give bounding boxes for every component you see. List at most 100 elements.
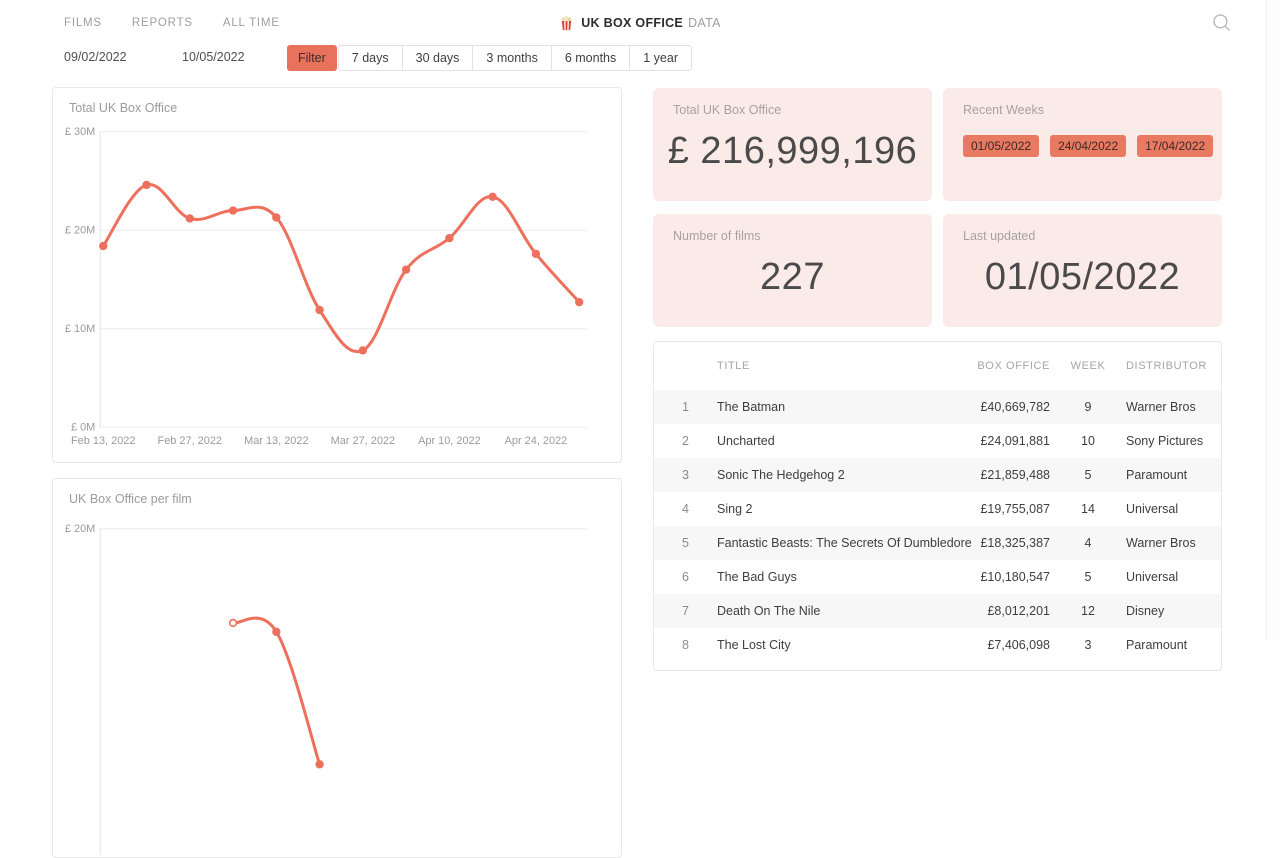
per-film-line-chart: £ 20M: [65, 523, 587, 856]
range-button-6-months[interactable]: 6 months: [550, 45, 631, 71]
distributor-cell: Paramount: [1126, 638, 1188, 652]
x-axis-tick-label: Mar 13, 2022: [244, 435, 308, 447]
card-label: Recent Weeks: [963, 103, 1045, 117]
data-line: [101, 183, 581, 354]
nav-item-films[interactable]: Films: [64, 17, 102, 29]
nav-menu: Films Reports All time: [64, 17, 280, 29]
table-row[interactable]: 4 Sing 2 £19,755,087 14 Universal: [654, 492, 1221, 526]
data-point-marker: [401, 265, 411, 274]
week-cell: 3: [1084, 638, 1092, 652]
box-office-header: BOX OFFICE: [977, 360, 1050, 372]
total-box-office-value: £ 216,999,196: [667, 130, 918, 172]
per-film-chart-card: UK Box Office per film £ 20M: [52, 478, 622, 858]
app-title-suffix: DATA: [688, 16, 721, 30]
nav-item-all-time[interactable]: All time: [222, 17, 280, 29]
distributor-cell: Sony Pictures: [1126, 434, 1204, 448]
x-axis-tick-label: Mar 27, 2022: [331, 435, 395, 447]
table-row[interactable]: 8 The Lost City £7,406,098 3 Paramount: [654, 628, 1221, 662]
box-office-cell: £24,091,881: [980, 434, 1050, 448]
table-row[interactable]: 6 The Bad Guys £10,180,547 5 Universal: [654, 560, 1221, 594]
film-title-cell: Sing 2: [717, 502, 753, 516]
page-scrollbar[interactable]: [1266, 0, 1280, 640]
top-nav: Films Reports All time UK BOX OFFICE DATA: [0, 0, 1280, 44]
week-cell: 4: [1084, 536, 1092, 550]
card-label: Total UK Box Office: [673, 103, 782, 117]
date-to-input[interactable]: 10/05/2022: [182, 50, 245, 64]
rank-cell: 5: [682, 536, 689, 550]
film-title-cell: The Lost City: [717, 638, 791, 652]
filter-controls: 09/02/2022 10/05/2022 Filter 7 days 30 da…: [0, 44, 1280, 86]
data-point-marker: [531, 249, 541, 259]
data-line: [231, 616, 322, 766]
number-of-films-card: Number of films 227: [653, 214, 932, 327]
filter-bar: Filter 7 days 30 days 3 months 6 months 1 ye…: [287, 45, 692, 71]
data-point-marker: [575, 297, 584, 307]
data-point-marker: [488, 192, 497, 201]
box-office-cell: £18,325,387: [980, 536, 1050, 550]
x-axis-tick-label: Apr 24, 2022: [505, 435, 568, 447]
table-header-row: TITLE BOX OFFICE WEEK DISTRIBUTOR: [654, 342, 1221, 390]
range-button-30-days[interactable]: 30 days: [401, 45, 474, 71]
app-title: UK BOX OFFICE DATA: [0, 15, 1280, 31]
date-from-input[interactable]: 09/02/2022: [64, 50, 127, 64]
recent-weeks-card: Recent Weeks 01/05/2022 24/04/2022 17/04/2…: [943, 88, 1222, 201]
data-point-marker: [142, 180, 151, 190]
range-button-7-days[interactable]: 7 days: [337, 45, 403, 71]
distributor-cell: Universal: [1126, 570, 1179, 584]
week-chip[interactable]: 24/04/2022: [1050, 135, 1127, 157]
rank-cell: 8: [682, 638, 689, 652]
rank-cell: 3: [682, 468, 689, 482]
chart-title: Total UK Box Office: [69, 101, 178, 115]
total-box-office-card: Total UK Box Office £ 216,999,196: [653, 88, 932, 201]
top-films-table: TITLE BOX OFFICE WEEK DISTRIBUTOR 1 The B…: [653, 341, 1222, 671]
distributor-cell: Warner Bros: [1126, 536, 1196, 550]
week-cell: 10: [1081, 434, 1095, 448]
week-cell: 5: [1084, 570, 1092, 584]
rank-cell: 1: [682, 400, 689, 414]
y-axis-tick-label: £ 20M: [65, 523, 95, 535]
number-of-films-value: 227: [760, 256, 825, 298]
week-cell: 14: [1081, 502, 1095, 516]
table-row[interactable]: 5 Fantastic Beasts: The Secrets Of Dumble…: [654, 526, 1221, 560]
rank-cell: 6: [682, 570, 689, 584]
week-cell: 12: [1081, 604, 1095, 618]
range-button-1-year[interactable]: 1 year: [629, 45, 692, 71]
table-row[interactable]: 3 Sonic The Hedgehog 2 £21,859,488 5 Paramou…: [654, 458, 1221, 492]
chart-title: UK Box Office per film: [69, 492, 192, 506]
rank-cell: 4: [682, 502, 689, 516]
week-header: WEEK: [1070, 360, 1106, 372]
search-icon[interactable]: [1212, 13, 1232, 33]
y-axis-tick-label: £ 30M: [65, 126, 95, 138]
film-title-cell: Fantastic Beasts: The Secrets Of Dumbled…: [717, 536, 972, 550]
week-chip[interactable]: 01/05/2022: [963, 135, 1040, 157]
rank-cell: 2: [682, 434, 689, 448]
table-row[interactable]: 2 Uncharted £24,091,881 10 Sony Pictures: [654, 424, 1221, 458]
y-axis-tick-label: £ 20M: [65, 225, 95, 237]
week-chip[interactable]: 17/04/2022: [1137, 135, 1214, 157]
y-axis-tick-label: £ 0M: [71, 422, 95, 434]
data-point-marker: [228, 206, 238, 215]
filter-button[interactable]: Filter: [287, 45, 337, 71]
distributor-cell: Disney: [1126, 604, 1165, 618]
film-title-cell: Sonic The Hedgehog 2: [717, 468, 845, 482]
film-title-cell: The Bad Guys: [717, 570, 797, 584]
x-axis-tick-label: Feb 13, 2022: [71, 435, 135, 447]
distributor-cell: Universal: [1126, 502, 1179, 516]
rank-cell: 7: [682, 604, 689, 618]
x-axis-tick-label: Feb 27, 2022: [158, 435, 222, 447]
distributor-header: DISTRIBUTOR: [1126, 360, 1207, 372]
film-title-cell: The Batman: [717, 400, 786, 414]
week-cell: 9: [1084, 400, 1092, 414]
x-axis-tick-label: Apr 10, 2022: [418, 435, 481, 447]
range-button-group: 7 days 30 days 3 months 6 months 1 year: [337, 45, 692, 71]
nav-item-reports[interactable]: Reports: [131, 17, 193, 29]
range-button-3-months[interactable]: 3 months: [472, 45, 552, 71]
card-label: Last updated: [963, 229, 1036, 243]
box-office-cell: £19,755,087: [980, 502, 1050, 516]
table-row[interactable]: 1 The Batman £40,669,782 9 Warner Bros: [654, 390, 1221, 424]
total-box-office-chart-card: Total UK Box Office £ 30M £ 20M £ 10M £ 0M F…: [52, 87, 622, 463]
data-point-marker: [99, 241, 108, 251]
box-office-cell: £10,180,547: [980, 570, 1050, 584]
table-row[interactable]: 7 Death On The Nile £8,012,201 12 Disney: [654, 594, 1221, 628]
